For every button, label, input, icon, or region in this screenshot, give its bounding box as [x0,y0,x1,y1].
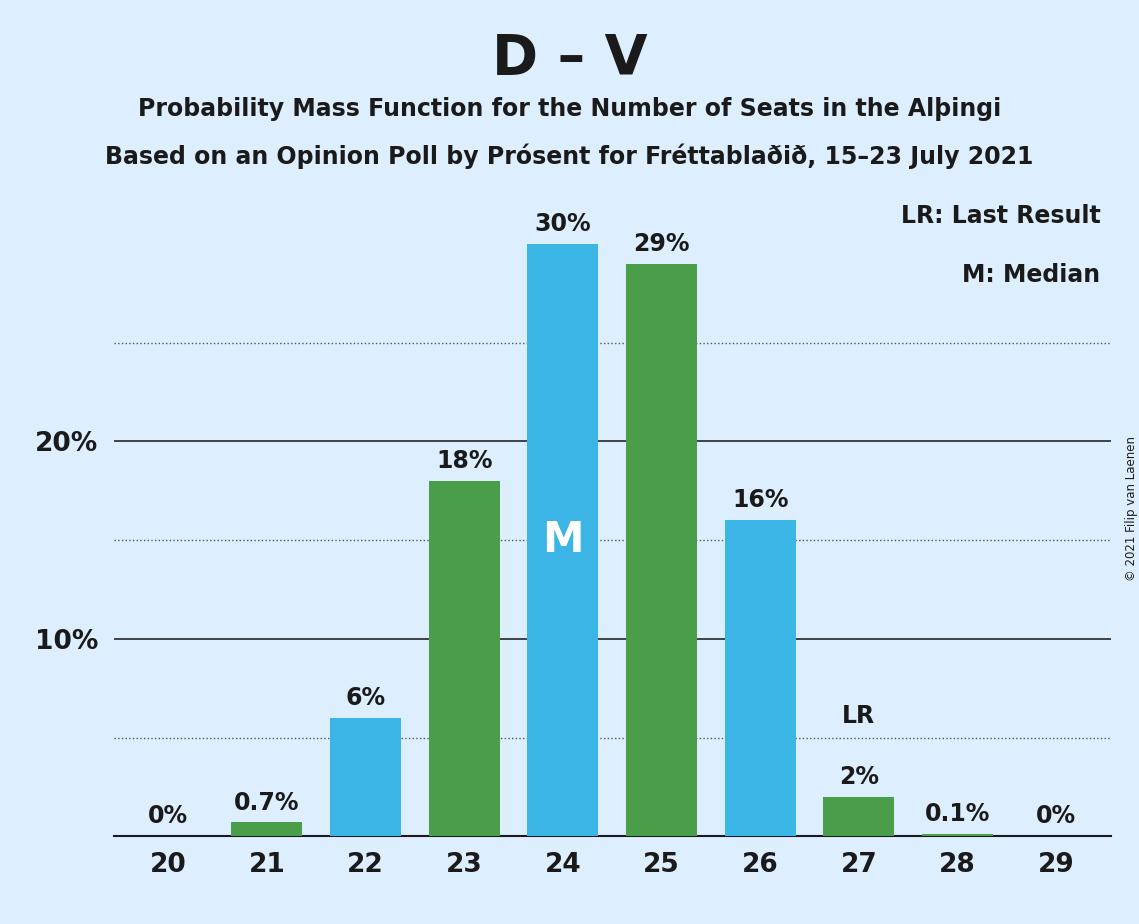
Text: D – V: D – V [492,32,647,86]
Bar [231,822,302,836]
Bar [527,244,598,836]
Text: 0%: 0% [148,804,188,828]
Text: 16%: 16% [732,489,788,513]
Text: Probability Mass Function for the Number of Seats in the Alþingi: Probability Mass Function for the Number… [138,97,1001,121]
Bar [330,718,401,836]
Bar [724,520,796,836]
Text: Based on an Opinion Poll by Prósent for Fréttablaðið, 15–23 July 2021: Based on an Opinion Poll by Prósent for … [105,143,1034,169]
Bar [923,834,993,836]
Text: M: M [542,519,583,561]
Text: © 2021 Filip van Laenen: © 2021 Filip van Laenen [1124,436,1138,580]
Text: LR: Last Result: LR: Last Result [901,204,1100,228]
Text: 18%: 18% [436,449,492,473]
Text: 0.1%: 0.1% [925,802,990,826]
Bar [823,796,894,836]
Bar [626,263,697,836]
Text: LR: LR [843,704,876,728]
Text: 2%: 2% [839,765,879,789]
Text: 0.7%: 0.7% [235,791,300,815]
Text: 30%: 30% [534,213,591,237]
Bar [428,480,500,836]
Text: 29%: 29% [633,232,690,256]
Text: 0%: 0% [1036,804,1076,828]
Text: M: Median: M: Median [962,263,1100,287]
Text: 6%: 6% [345,686,386,710]
